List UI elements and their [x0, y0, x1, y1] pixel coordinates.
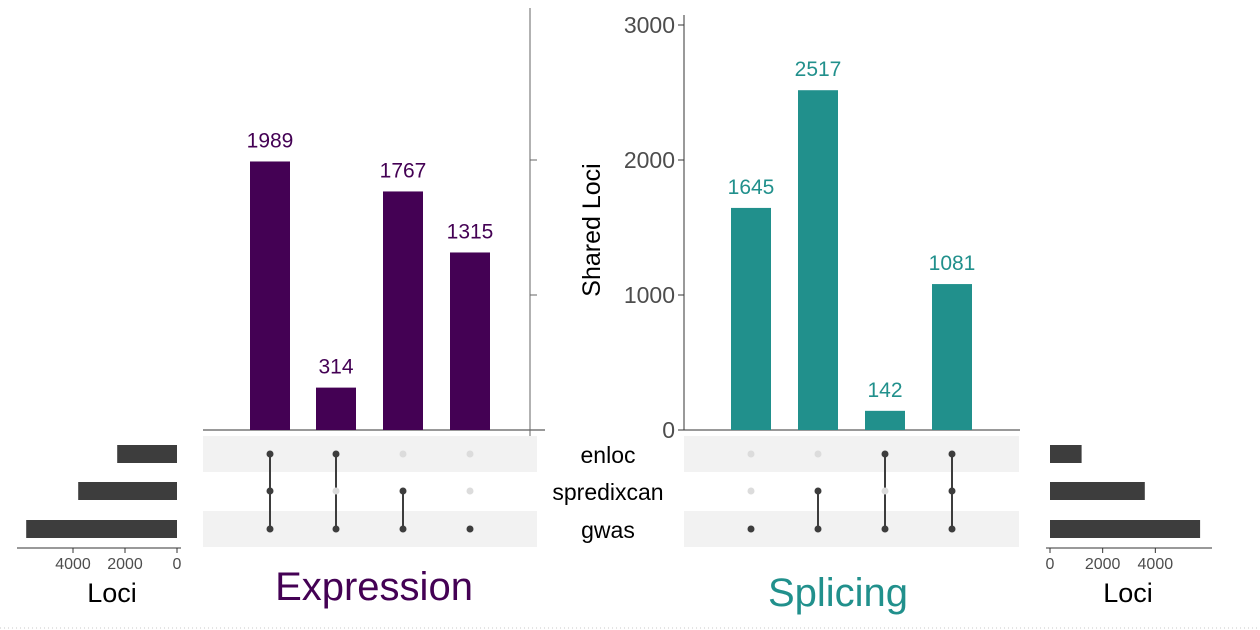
expression-set-size-bar: [26, 520, 178, 538]
expression-matrix-row-bg: [203, 473, 537, 509]
splicing-matrix-dot-inactive: [747, 487, 755, 495]
splicing-matrix-dot-active: [881, 450, 889, 458]
expression-matrix-dot-active: [266, 450, 274, 458]
expression-matrix-dot-active: [466, 525, 474, 533]
expression-set-size-bar: [117, 445, 177, 463]
splicing-bar-value: 1081: [929, 252, 976, 275]
splicing-bar: [932, 284, 972, 430]
splicing-title: Splicing: [768, 571, 908, 615]
splicing-y-axis-title: Shared Loci: [578, 163, 606, 296]
splicing-bar: [798, 90, 838, 430]
splicing-intersection-panel: 0 1000 2000 3000 Shared Loci 1645 2517 142 1081: [578, 12, 1020, 443]
splicing-y-tick-label: 3000: [624, 12, 675, 38]
expression-set-size-tick-label: 4000: [55, 556, 91, 573]
expression-matrix-dot-inactive: [332, 487, 340, 495]
expression-bar-value: 1767: [380, 159, 427, 182]
splicing-set-size-tick-label: 4000: [1138, 556, 1174, 573]
splicing-matrix-panel: [684, 436, 1019, 547]
splicing-matrix-row-bg: [684, 473, 1019, 509]
expression-set-size-bar: [78, 482, 177, 500]
expression-matrix-dot-active: [332, 525, 340, 533]
expression-matrix-dot-active: [332, 450, 340, 458]
expression-set-size-tick-label: 0: [173, 556, 182, 573]
expression-intersection-panel: 1989 314 1767 1315: [203, 8, 545, 437]
splicing-matrix-dot-active: [814, 487, 822, 495]
expression-matrix-dot-active: [399, 525, 407, 533]
splicing-matrix-dot-active: [814, 525, 822, 533]
splicing-y-tick-label: 1000: [624, 282, 675, 308]
splicing-set-size-title: Loci: [1103, 578, 1153, 608]
expression-set-size-panel: 4000 2000 0 Loci: [17, 445, 182, 608]
splicing-bar-value: 2517: [795, 58, 842, 81]
set-name-label: gwas: [581, 517, 635, 543]
expression-title: Expression: [275, 565, 473, 609]
panel-titles: Expression Splicing: [275, 565, 908, 615]
splicing-matrix-row-bg: [684, 511, 1019, 547]
expression-matrix-dot-active: [266, 487, 274, 495]
expression-set-size-tick-label: 2000: [107, 556, 143, 573]
splicing-set-size-bar: [1050, 445, 1082, 463]
set-name-label: spredixcan: [552, 479, 663, 505]
expression-bar: [250, 161, 290, 431]
splicing-set-size-tick-label: 0: [1046, 556, 1055, 573]
expression-matrix-dot-active: [399, 487, 407, 495]
splicing-matrix-dot-inactive: [881, 487, 889, 495]
expression-matrix-dot-inactive: [466, 487, 474, 495]
splicing-set-size-bar: [1050, 520, 1201, 538]
set-name-label: enloc: [581, 442, 636, 468]
splicing-matrix-row-bg: [684, 436, 1019, 472]
expression-matrix-panel: [203, 436, 537, 547]
splicing-matrix-dot-inactive: [814, 450, 822, 458]
expression-set-size-title: Loci: [87, 578, 137, 608]
splicing-matrix-dot-active: [881, 525, 889, 533]
splicing-bar-value: 142: [867, 379, 902, 402]
splicing-bar: [865, 410, 905, 430]
splicing-set-size-bar: [1050, 482, 1145, 500]
splicing-set-size-panel: 0 2000 4000 Loci: [1046, 445, 1212, 608]
expression-bar-value: 314: [318, 356, 353, 379]
expression-matrix-dot-inactive: [466, 450, 474, 458]
splicing-bar-value: 1645: [728, 176, 775, 199]
expression-matrix-row-bg: [203, 436, 537, 472]
splicing-matrix-dot-active: [747, 525, 755, 533]
splicing-bar: [731, 207, 771, 430]
expression-matrix-dot-inactive: [399, 450, 407, 458]
splicing-set-size-tick-label: 2000: [1085, 556, 1121, 573]
expression-bar: [450, 252, 490, 430]
splicing-matrix-dot-active: [948, 487, 956, 495]
splicing-y-tick-label: 2000: [624, 147, 675, 173]
expression-bar-value: 1315: [447, 220, 494, 243]
splicing-matrix-dot-inactive: [747, 450, 755, 458]
set-name-labels: enloc spredixcan gwas: [552, 442, 663, 543]
expression-matrix-dot-active: [266, 525, 274, 533]
expression-bar: [316, 387, 356, 430]
splicing-y-tick-label: 0: [662, 417, 675, 443]
expression-bar-value: 1989: [247, 129, 294, 152]
expression-matrix-row-bg: [203, 511, 537, 547]
expression-bar: [383, 191, 423, 430]
splicing-matrix-dot-active: [948, 525, 956, 533]
splicing-matrix-dot-active: [948, 450, 956, 458]
